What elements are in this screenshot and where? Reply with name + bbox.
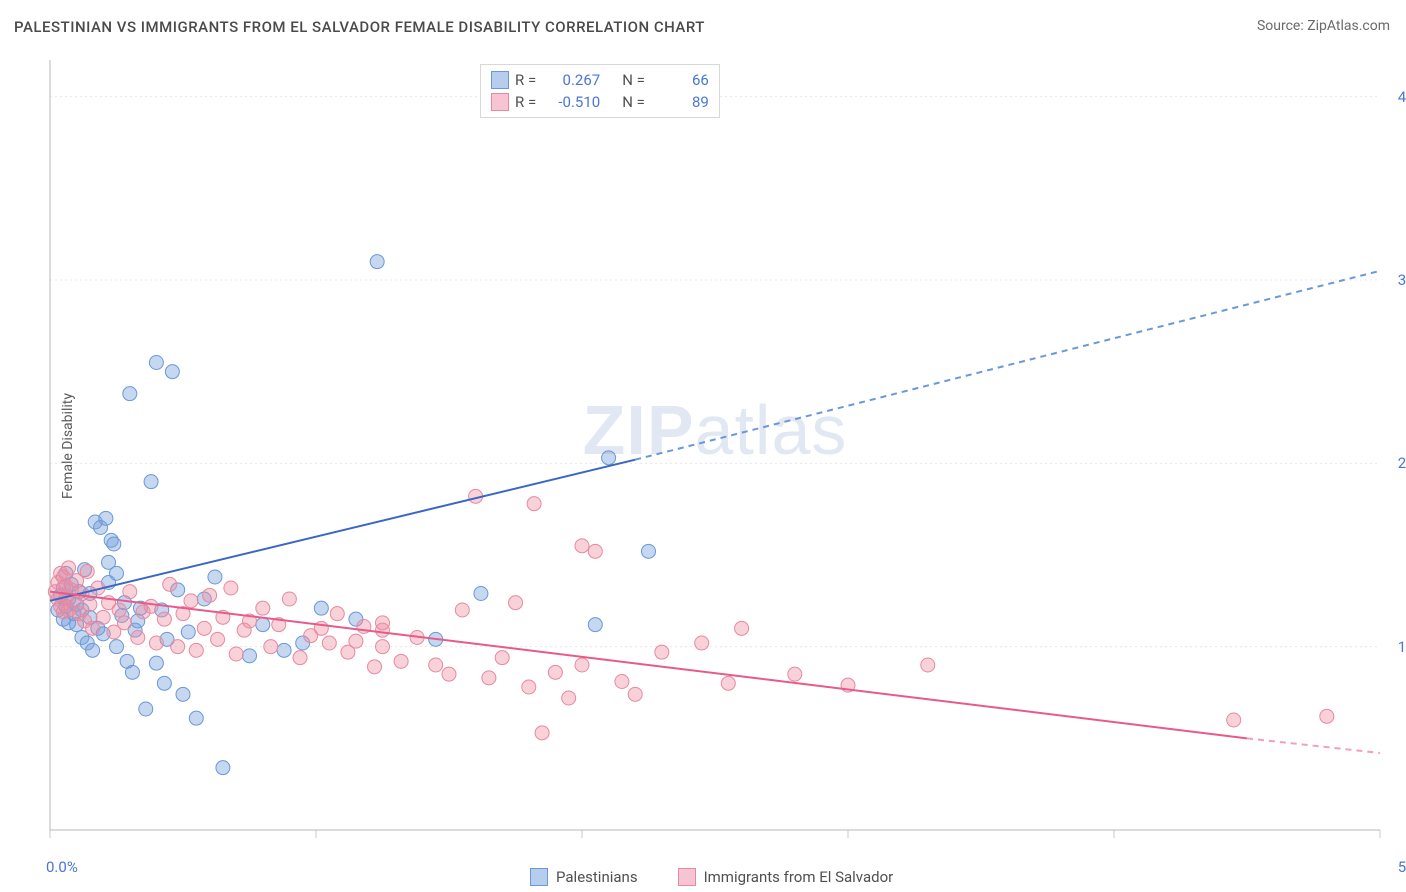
n-value-1: 66 — [651, 71, 709, 89]
r-label-1: R = — [515, 71, 536, 89]
legend-item-series2: Immigrants from El Salvador — [678, 868, 894, 886]
legend-row-series2: R = -0.510 N = 89 — [491, 91, 709, 113]
y-tick-label: 20.0% — [1398, 454, 1406, 472]
swatch-series1-bottom — [530, 868, 548, 886]
x-tick-label: 50.0% — [1398, 858, 1406, 876]
y-tick-label: 40.0% — [1398, 88, 1406, 106]
legend-row-series1: R = 0.267 N = 66 — [491, 69, 709, 91]
chart-title: PALESTINIAN VS IMMIGRANTS FROM EL SALVAD… — [14, 18, 705, 36]
n-label-1: N = — [622, 71, 645, 89]
legend-label-series2: Immigrants from El Salvador — [704, 868, 894, 886]
x-tick-label: 0.0% — [46, 858, 78, 876]
r-value-2: -0.510 — [542, 93, 600, 111]
legend-label-series1: Palestinians — [556, 868, 638, 886]
n-label-2: N = — [622, 93, 645, 111]
series-legend: Palestinians Immigrants from El Salvador — [530, 868, 893, 886]
r-label-2: R = — [515, 93, 536, 111]
scatter-chart-svg — [50, 60, 1380, 830]
chart-area: ZIPatlas R = 0.267 N = 66 R = -0.510 N =… — [50, 60, 1380, 830]
y-tick-label: 10.0% — [1398, 638, 1406, 656]
correlation-legend: R = 0.267 N = 66 R = -0.510 N = 89 — [480, 64, 720, 118]
legend-item-series1: Palestinians — [530, 868, 638, 886]
swatch-series2 — [491, 93, 509, 111]
y-tick-label: 30.0% — [1398, 271, 1406, 289]
r-value-1: 0.267 — [542, 71, 600, 89]
swatch-series1 — [491, 71, 509, 89]
swatch-series2-bottom — [678, 868, 696, 886]
n-value-2: 89 — [651, 93, 709, 111]
source-attribution: Source: ZipAtlas.com — [1257, 18, 1390, 34]
